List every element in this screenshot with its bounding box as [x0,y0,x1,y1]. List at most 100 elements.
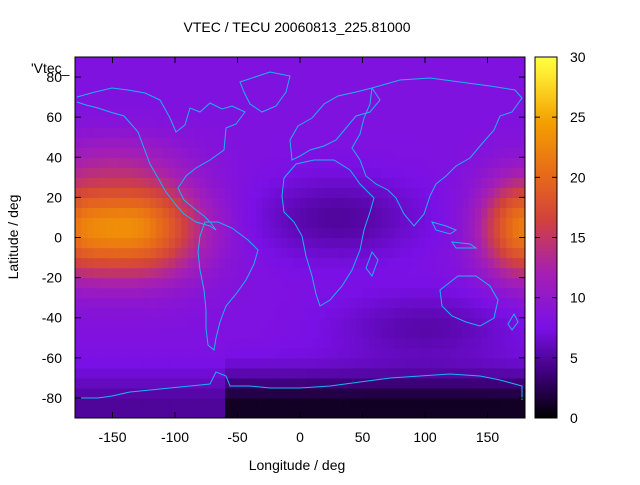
heatmap-cell [281,87,289,98]
heatmap-cell [231,127,239,138]
heatmap-cell [137,337,145,349]
heatmap-cell [87,357,95,369]
heatmap-cell [331,117,339,128]
heatmap-cell [225,257,232,269]
heatmap-cell [368,387,376,399]
heatmap-cell [337,307,345,319]
heatmap-cell [275,67,282,78]
heatmap-cell [393,117,401,128]
heatmap-cell [250,247,257,259]
heatmap-cell [356,357,364,369]
heatmap-cell [193,177,201,188]
heatmap-cell [518,297,525,309]
heatmap-cell [250,307,257,319]
heatmap-cell [181,187,189,198]
heatmap-cell [281,77,289,88]
heatmap-cell [350,397,357,409]
heatmap-cell [81,67,89,78]
heatmap-cell [237,187,245,198]
heatmap-cell [218,67,226,78]
heatmap-cell [493,217,501,229]
heatmap-cell [181,287,189,299]
heatmap-cell [156,407,164,418]
heatmap-cell [287,357,295,369]
heatmap-cell [231,187,239,198]
heatmap-cell [356,137,364,148]
heatmap-cell [237,117,245,128]
heatmap-cell [218,317,226,329]
heatmap-cell [237,227,245,239]
heatmap-cell [406,187,414,198]
heatmap-cell [112,367,120,379]
heatmap-cell [262,117,270,128]
heatmap-cell [425,187,432,198]
heatmap-cell [312,177,320,188]
heatmap-cell [368,357,376,369]
heatmap-cell [493,77,501,88]
heatmap-cell [387,297,395,309]
heatmap-cell [81,147,89,158]
heatmap-cell [187,97,195,108]
heatmap-cell [487,207,495,219]
heatmap-cell [500,177,507,188]
heatmap-cell [125,337,132,349]
heatmap-cell [462,227,470,239]
heatmap-cell [362,357,370,369]
heatmap-cell [518,357,525,369]
heatmap-cell [187,277,195,289]
heatmap-cell [250,187,257,198]
heatmap-cell [293,217,301,229]
heatmap-cell [256,77,264,88]
heatmap-cell [350,167,357,178]
heatmap-cell [87,237,95,249]
heatmap-cell [306,237,314,249]
heatmap-cell [200,207,207,219]
heatmap-cell [268,127,276,138]
heatmap-cell [331,407,339,418]
heatmap-cell [443,397,451,409]
heatmap-cell [368,347,376,359]
heatmap-cell [237,307,245,319]
heatmap-cell [193,357,201,369]
heatmap-cell [462,387,470,399]
heatmap-cell [481,337,489,349]
heatmap-cell [231,357,239,369]
heatmap-cell [250,337,257,349]
y-tick-label: 40 [46,149,62,165]
heatmap-cell [412,57,420,68]
heatmap-cell [331,357,339,369]
heatmap-cell [481,147,489,158]
heatmap-cell [193,57,201,68]
heatmap-cell [518,197,525,209]
heatmap-cell [412,117,420,128]
heatmap-cell [243,87,251,98]
heatmap-cell [212,317,220,329]
heatmap-cell [143,57,151,68]
heatmap-cell [193,97,201,108]
heatmap-cell [400,387,407,399]
heatmap-cell [275,407,282,418]
heatmap-cell [343,157,351,168]
heatmap-cell [100,407,107,418]
heatmap-cell [156,287,164,299]
heatmap-cell [487,197,495,209]
heatmap-cell [431,57,439,68]
heatmap-cell [343,257,351,269]
heatmap-cell [387,317,395,329]
heatmap-cell [393,297,401,309]
heatmap-cell [256,377,264,389]
heatmap-cell [456,177,464,188]
heatmap-cell [106,277,114,289]
heatmap-cell [262,277,270,289]
heatmap-cell [425,167,432,178]
heatmap-cell [156,257,164,269]
chart-title: VTEC / TECU 20060813_225.81000 [183,19,410,35]
heatmap-cell [187,227,195,239]
heatmap-cell [206,177,214,188]
heatmap-cell [350,127,357,138]
heatmap-cell [118,87,126,98]
heatmap-cell [325,227,332,239]
heatmap-cell [431,387,439,399]
heatmap-cell [387,287,395,299]
heatmap-cell [93,57,101,68]
